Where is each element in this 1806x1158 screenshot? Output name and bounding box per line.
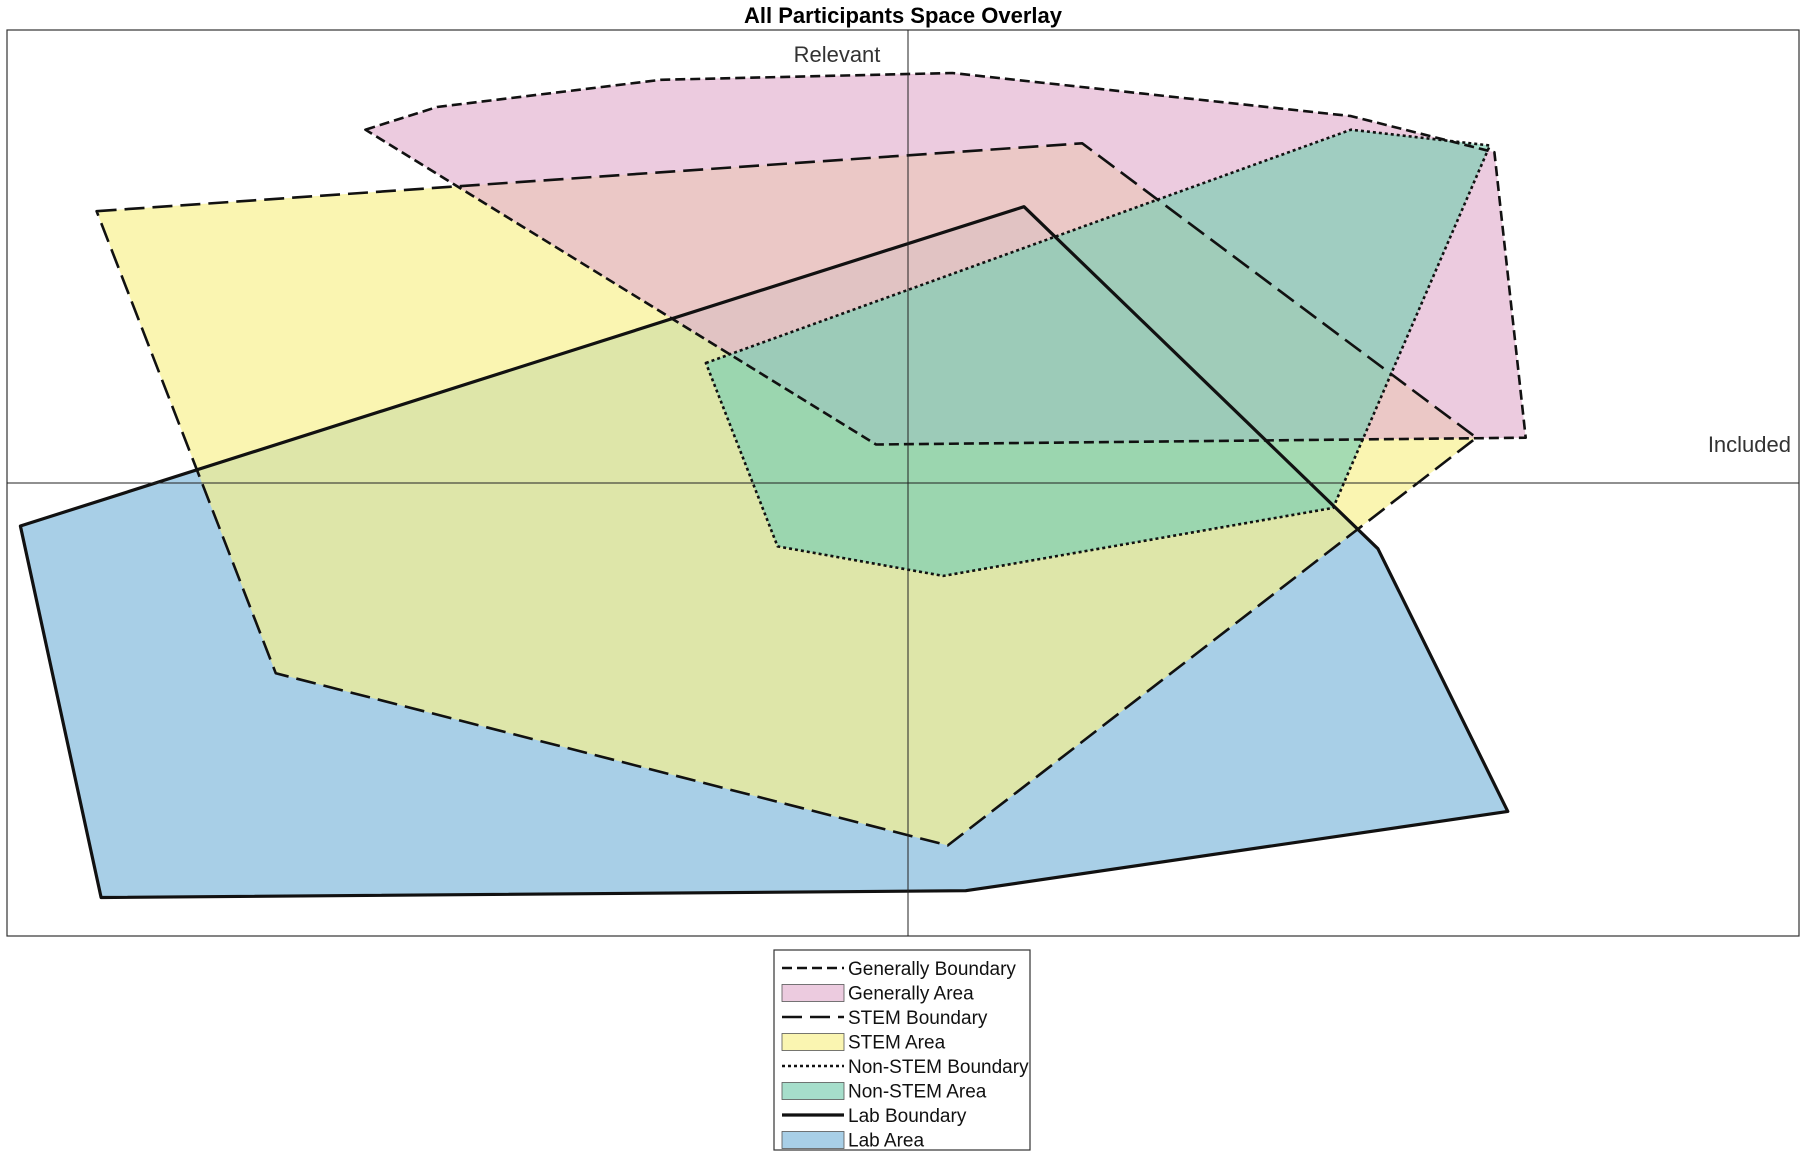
- legend-non-stem-boundary-label: Non-STEM Boundary: [848, 1057, 1029, 1078]
- legend-stem-boundary-label: STEM Boundary: [848, 1008, 988, 1029]
- legend-stem-area-swatch: [781, 1033, 845, 1051]
- legend-generally-area-label: Generally Area: [848, 984, 974, 1005]
- legend-generally-area-swatch: [781, 984, 845, 1002]
- legend-stem-area-label: STEM Area: [848, 1033, 946, 1054]
- legend-non-stem-area-label: Non-STEM Area: [848, 1082, 987, 1103]
- x-axis-label: Included: [1708, 432, 1791, 457]
- legend: Generally Boundary Generally Area STEM Bou…: [773, 949, 1031, 1152]
- lab-boundary-line: [18, 205, 1510, 900]
- legend-lab-area-label: Lab Area: [848, 1131, 924, 1152]
- non-stem-area-polygon: [705, 129, 1490, 576]
- non-stem-boundary-line: [704, 128, 1492, 578]
- area-layer: [18, 71, 1527, 900]
- legend-non-stem-area-swatch: [781, 1082, 845, 1100]
- legend-generally-boundary-label: Generally Boundary: [848, 959, 1016, 980]
- generally-boundary-line: [364, 71, 1527, 446]
- legend-lab-area-swatch: [781, 1131, 845, 1149]
- y-axis-label: Relevant: [794, 42, 881, 67]
- legend-lab-boundary-label: Lab Boundary: [848, 1106, 967, 1127]
- stem-boundary-line: [95, 142, 1478, 847]
- chart-title: All Participants Space Overlay: [744, 3, 1063, 28]
